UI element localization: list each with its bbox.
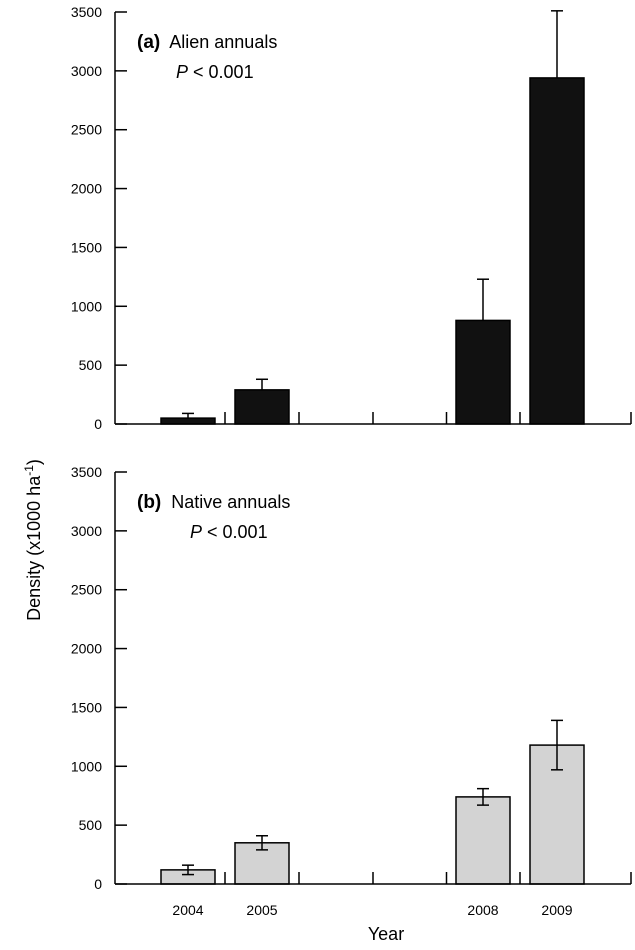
y-tick-label: 0 [94,876,102,892]
panel-a-alien-annuals: 0 500 1000 1500 2000 2500 3000 3500 (a) Alien an… [71,4,632,432]
y-tick-label: 3000 [71,63,102,79]
panel-series-name: Alien annuals [160,32,277,52]
p-symbol: P [176,62,188,82]
y-axis-label: Density (x1000 ha-1) [22,459,44,621]
p-value-annotation: P < 0.001 [190,522,268,542]
y-tick-label: 3500 [71,4,102,20]
y-tick-label: 1000 [71,298,102,314]
y-tick-label: 3500 [71,464,102,480]
y-tick-label: 1000 [71,758,102,774]
y-tick-label: 0 [94,416,102,432]
bar-2008 [455,319,511,425]
bar-2004 [160,417,216,425]
y-tick-label: 500 [79,817,103,833]
x-tick-label-2005: 2005 [246,902,277,918]
y-tick-label: 2500 [71,122,102,138]
panel-letter: (a) [137,32,160,53]
panel-b-native-annuals: 0 500 1000 1500 2000 2500 3000 3500 2004 2005 2008… [71,464,632,918]
p-symbol: P [190,522,202,542]
y-tick-label: 3000 [71,523,102,539]
x-axis-label: Year [368,924,404,944]
p-value-annotation: P < 0.001 [176,62,254,82]
p-value: < 0.001 [202,522,268,542]
y-axis-label-close: ) [24,459,44,465]
y-tick-label: 2500 [71,582,102,598]
bar-2009 [529,77,585,425]
y-tick-label: 500 [79,357,103,373]
y-tick-label: 1500 [71,699,102,715]
y-axis-label-superscript: -1 [22,465,36,476]
panel-series-name: Native annuals [161,492,290,512]
panel-title: (a) Alien annuals [137,32,277,53]
x-tick-label-2008: 2008 [467,902,498,918]
y-tick-label: 1500 [71,239,102,255]
bar-2005 [234,389,290,425]
x-tick-label-2004: 2004 [172,902,203,918]
p-value: < 0.001 [188,62,254,82]
x-tick-label-2009: 2009 [541,902,572,918]
y-tick-label: 2000 [71,181,102,197]
bar-2008 [455,796,511,885]
panel-letter: (b) [137,492,161,513]
panel-title: (b) Native annuals [137,492,290,513]
y-axis-label-main: Density (x1000 ha [24,475,44,621]
y-tick-label: 2000 [71,641,102,657]
